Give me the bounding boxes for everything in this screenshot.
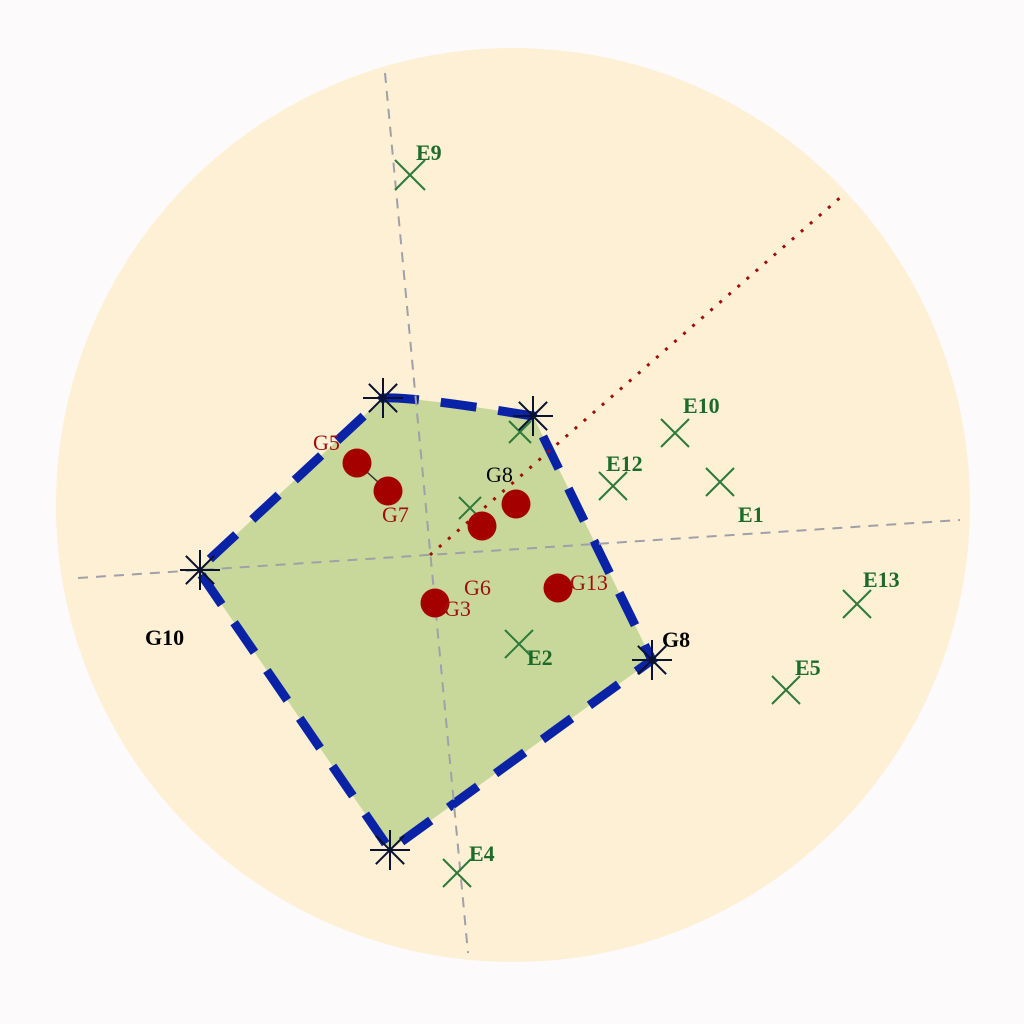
- x-marker-e13: [842, 589, 872, 619]
- axis-line-horizontal: [77, 519, 961, 579]
- label-e13: E13: [863, 567, 900, 592]
- label-g3: G3: [444, 596, 471, 621]
- label-e1: E1: [738, 502, 764, 527]
- x-marker-e1: [705, 467, 735, 497]
- label-g7: G7: [382, 502, 409, 527]
- x-marker-e2: [504, 629, 534, 659]
- point-g6-g3: [420, 588, 450, 618]
- label-e10: E10: [683, 393, 720, 418]
- x-marker-e12: [598, 471, 628, 501]
- x-marker-e9: [394, 159, 426, 191]
- vertex-star-marker: [363, 378, 403, 418]
- vertex-star-marker: [632, 640, 672, 680]
- vertex-star-marker: [180, 550, 220, 590]
- label-e12: E12: [606, 451, 643, 476]
- point-g5: [342, 448, 372, 478]
- point-g8: [501, 489, 531, 519]
- vertex-star-marker: [370, 830, 410, 870]
- point-g13: [543, 573, 573, 603]
- x-marker-small-2: [508, 420, 532, 444]
- x-marker-e10: [660, 418, 690, 448]
- point-g7: [373, 476, 403, 506]
- x-marker-e4: [442, 858, 472, 888]
- label-e4: E4: [469, 841, 495, 866]
- label-g8-inner: G8: [486, 462, 513, 487]
- point-g-a: [467, 511, 497, 541]
- label-e5: E5: [795, 655, 821, 680]
- x-marker-e5: [771, 675, 801, 705]
- label-e2: E2: [527, 645, 553, 670]
- label-g5: G5: [313, 430, 340, 455]
- label-g6: G6: [464, 575, 491, 600]
- label-g8-vertex: G8: [662, 627, 690, 652]
- label-e9: E9: [416, 140, 442, 165]
- label-g13: G13: [570, 570, 608, 595]
- vertex-star-marker: [513, 396, 553, 436]
- axis-line-vertical: [384, 72, 469, 954]
- label-g10: G10: [145, 625, 184, 650]
